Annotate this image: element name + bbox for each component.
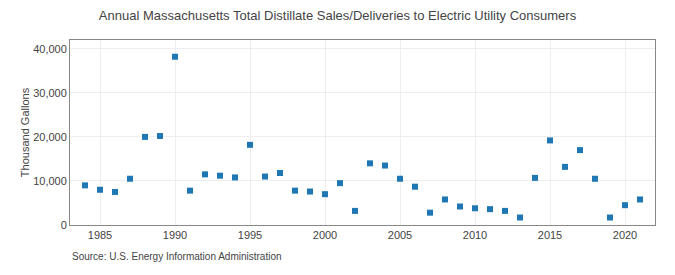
svg-text:10,000: 10,000 [33, 175, 67, 187]
svg-text:0: 0 [61, 219, 67, 231]
svg-text:2010: 2010 [463, 229, 487, 241]
svg-text:Thousand Gallons: Thousand Gallons [19, 87, 31, 177]
svg-text:Annual Massachusetts Total Dis: Annual Massachusetts Total Distillate Sa… [99, 8, 577, 23]
svg-text:40,000: 40,000 [33, 43, 67, 55]
svg-text:1985: 1985 [88, 229, 112, 241]
svg-text:2020: 2020 [613, 229, 637, 241]
svg-text:1990: 1990 [163, 229, 187, 241]
svg-text:30,000: 30,000 [33, 87, 67, 99]
svg-text:2005: 2005 [388, 229, 412, 241]
svg-text:2015: 2015 [538, 229, 562, 241]
svg-text:1995: 1995 [238, 229, 262, 241]
svg-text:2000: 2000 [313, 229, 337, 241]
svg-text:20,000: 20,000 [33, 131, 67, 143]
svg-text:Source: U.S. Energy Informatio: Source: U.S. Energy Information Administ… [72, 251, 282, 262]
